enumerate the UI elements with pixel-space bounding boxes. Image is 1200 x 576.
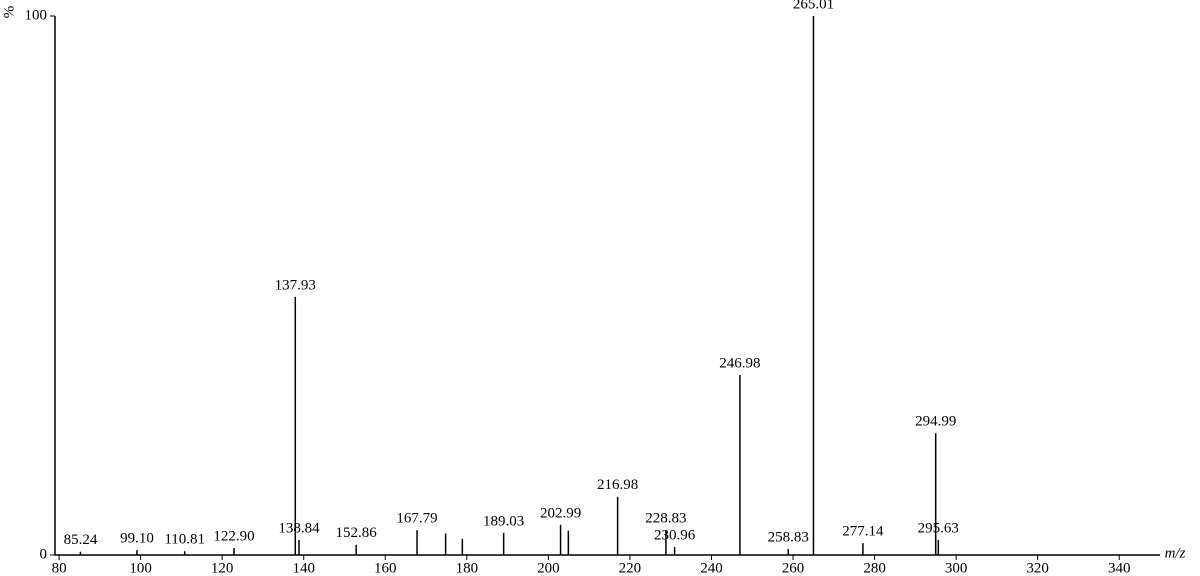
y-tick-label: 100: [25, 7, 48, 23]
x-tick-label: 320: [1026, 560, 1049, 576]
y-tick-label: 0: [40, 546, 48, 562]
peak-label: 137.93: [275, 277, 316, 293]
x-tick-label: 140: [292, 560, 315, 576]
peak-label: 99.10: [120, 531, 154, 547]
x-tick-label: 240: [700, 560, 723, 576]
peak-label: 167.79: [396, 511, 437, 527]
x-tick-label: 100: [129, 560, 152, 576]
peak-label: 110.81: [164, 532, 205, 548]
x-tick-label: 80: [52, 560, 67, 576]
x-axis-label: m/z: [1165, 545, 1186, 561]
peak-label: 138.84: [278, 520, 320, 536]
peak-label: 122.90: [213, 528, 254, 544]
peak-label: 246.98: [719, 355, 760, 371]
peak-label: 277.14: [842, 524, 884, 540]
peak-label: 265.01: [793, 0, 834, 12]
peak-label: 230.96: [654, 527, 696, 543]
peak-label: 258.83: [768, 530, 809, 546]
x-tick-label: 260: [782, 560, 805, 576]
peak-label: 189.03: [483, 513, 524, 529]
y-axis-label: %: [1, 6, 17, 19]
x-tick-label: 200: [537, 560, 560, 576]
x-tick-label: 280: [863, 560, 886, 576]
x-tick-label: 220: [619, 560, 642, 576]
peak-label: 202.99: [540, 505, 581, 521]
x-tick-label: 180: [456, 560, 479, 576]
peak-label: 294.99: [915, 414, 956, 430]
peak-label: 295.63: [918, 520, 959, 536]
peak-label: 85.24: [64, 532, 98, 548]
x-tick-label: 340: [1108, 560, 1131, 576]
x-tick-label: 160: [374, 560, 397, 576]
peak-label: 228.83: [645, 511, 686, 527]
x-tick-label: 300: [945, 560, 968, 576]
x-tick-label: 120: [211, 560, 234, 576]
peak-label: 152.86: [336, 525, 378, 541]
peak-label: 216.98: [597, 477, 638, 493]
